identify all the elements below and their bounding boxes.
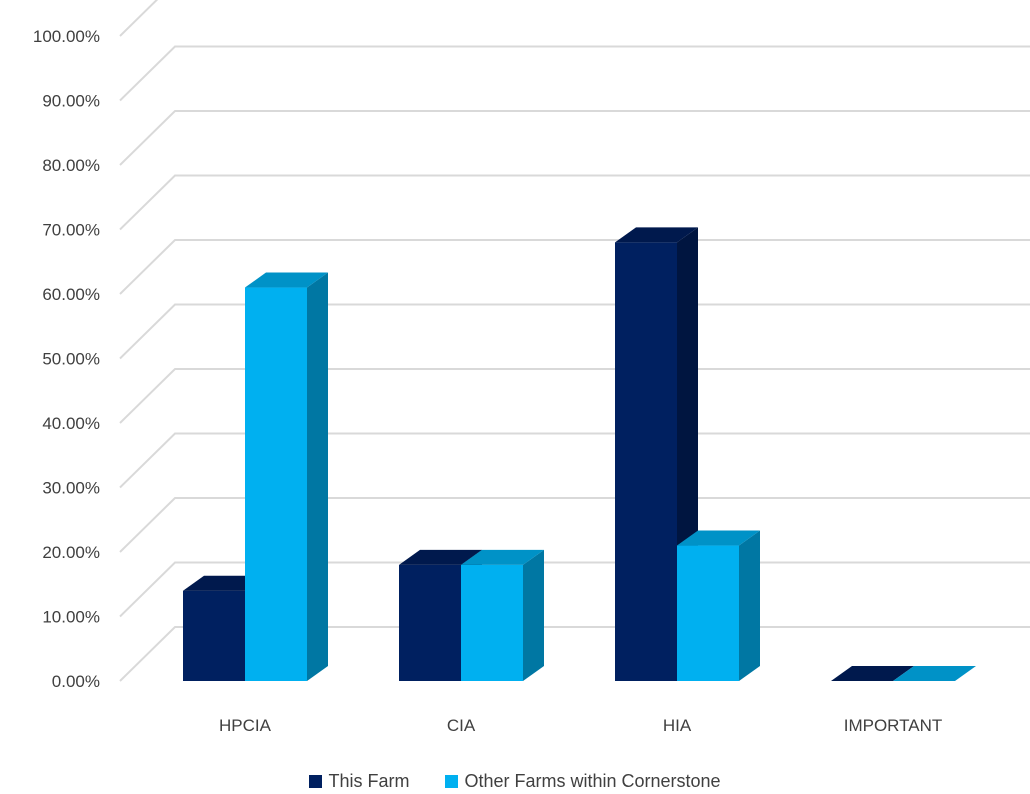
y-tick-label: 70.00% xyxy=(42,221,100,240)
y-tick-label: 60.00% xyxy=(42,285,100,304)
bar-other-farms xyxy=(893,666,976,681)
bar-top xyxy=(677,530,760,546)
legend-label-this-farm: This Farm xyxy=(328,770,410,791)
bar-top xyxy=(615,227,698,243)
bar-side xyxy=(307,272,328,681)
bar-side xyxy=(739,530,760,681)
bar-other-farms xyxy=(461,549,544,681)
bar-other-farms xyxy=(677,530,760,681)
y-tick-label: 80.00% xyxy=(42,156,100,175)
bar-this-farm xyxy=(831,666,914,681)
x-axis-category-labels: HPCIA CIA HIA IMPORTANT xyxy=(219,716,942,735)
bar-top xyxy=(245,272,328,288)
legend-item-other-farms: Other Farms within Cornerstone xyxy=(445,770,721,792)
bar-top xyxy=(461,549,544,565)
x-category-label: HIA xyxy=(663,716,692,735)
bar-top xyxy=(893,666,976,681)
legend-swatch-this-farm xyxy=(309,774,323,788)
gridline xyxy=(119,0,159,37)
bar-other-farms xyxy=(245,272,328,681)
bar-top xyxy=(831,666,914,681)
bar-top xyxy=(399,549,482,565)
x-category-label: CIA xyxy=(447,716,476,735)
bar-side xyxy=(523,549,544,681)
gridline xyxy=(119,174,1030,231)
legend-label-other-farms: Other Farms within Cornerstone xyxy=(464,770,721,791)
bar-front xyxy=(183,590,245,681)
x-category-label: IMPORTANT xyxy=(844,716,943,735)
y-axis-tick-labels: 0.00% 10.00% 20.00% 30.00% 40.00% 50.00% 60.00… xyxy=(33,27,100,691)
gridline xyxy=(119,497,1030,553)
bar-front xyxy=(461,564,523,681)
bar-front xyxy=(615,242,677,681)
y-tick-label: 30.00% xyxy=(42,479,100,498)
bar-front xyxy=(245,287,307,681)
y-tick-label: 50.00% xyxy=(42,350,100,369)
legend: This Farm Other Farms within Cornerstone xyxy=(0,768,1030,794)
gridline xyxy=(119,110,1030,166)
y-tick-label: 10.00% xyxy=(42,608,100,627)
gridline xyxy=(119,239,1030,295)
legend-swatch-other-farms xyxy=(445,774,459,788)
y-tick-label: 20.00% xyxy=(42,543,100,562)
y-tick-label: 100.00% xyxy=(33,27,100,46)
y-tick-label: 90.00% xyxy=(42,92,100,111)
bars xyxy=(183,227,976,681)
bar-front xyxy=(677,545,739,681)
gridline xyxy=(119,45,1030,102)
gridlines xyxy=(119,0,1030,682)
bar-front xyxy=(399,564,461,681)
gridline xyxy=(119,368,1030,424)
legend-item-this-farm: This Farm xyxy=(309,771,409,792)
y-tick-label: 40.00% xyxy=(42,414,100,433)
x-category-label: HPCIA xyxy=(219,716,272,735)
y-tick-label: 0.00% xyxy=(52,672,100,691)
gridline xyxy=(119,303,1030,360)
gridline xyxy=(119,432,1030,489)
